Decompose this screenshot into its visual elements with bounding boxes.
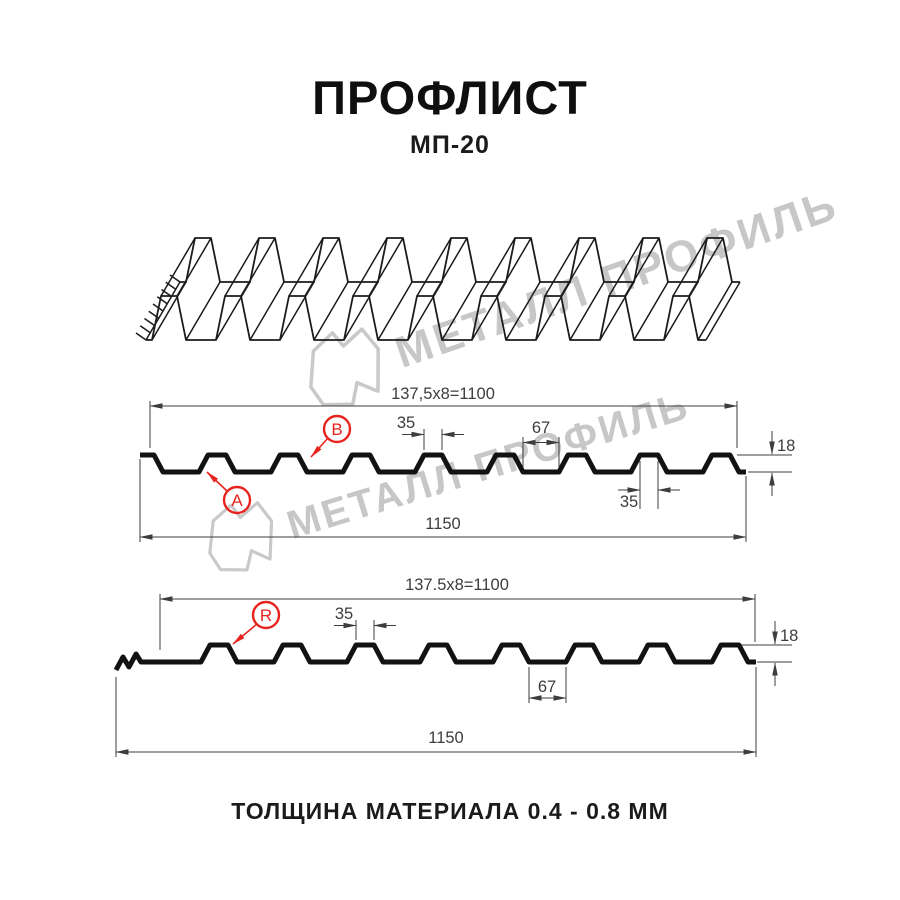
material-thickness-note: ТОЛЩИНА МАТЕРИАЛА 0.4 - 0.8 ММ <box>231 798 669 824</box>
cross-section-r-dimensions: 137.5x8=1100 35 67 18 1150 <box>115 576 798 757</box>
dim-valley: 67 <box>532 419 550 437</box>
dim-pitch: 137,5x8=1100 <box>391 385 495 403</box>
product-code: МП-20 <box>410 131 490 159</box>
dim-overall: 1150 <box>425 515 460 533</box>
dim-height: 18 <box>777 437 795 455</box>
dim-rib-bottom: 35 <box>620 493 638 511</box>
side-r-label: R <box>260 606 272 625</box>
side-b-label: B <box>331 420 342 439</box>
side-a-marker <box>222 485 252 515</box>
dim-height: 18 <box>780 627 798 645</box>
dim-rib-top: 35 <box>335 605 353 623</box>
dim-valley: 67 <box>538 678 556 696</box>
cross-section-r <box>113 642 756 672</box>
watermark-text: МЕТАЛЛ ПРОФИЛЬ <box>389 180 844 378</box>
dim-rib-top: 35 <box>397 414 415 432</box>
cross-section-a-b-dimensions: 137,5x8=1100 35 67 35 18 <box>139 385 795 542</box>
page-title: ПРОФЛИСТ <box>312 71 588 124</box>
side-b-marker <box>322 414 352 444</box>
brand-logo-icon <box>309 327 380 407</box>
watermark-upper: МЕТАЛЛ ПРОФИЛЬ <box>309 180 844 407</box>
side-a-label: A <box>231 491 243 510</box>
side-r-marker <box>251 600 281 630</box>
dim-pitch: 137.5x8=1100 <box>405 576 509 594</box>
brand-logo-icon <box>208 501 274 572</box>
dim-overall: 1150 <box>428 729 463 747</box>
profile-3d-drawing <box>135 237 741 341</box>
cross-section-a-b <box>140 452 746 475</box>
